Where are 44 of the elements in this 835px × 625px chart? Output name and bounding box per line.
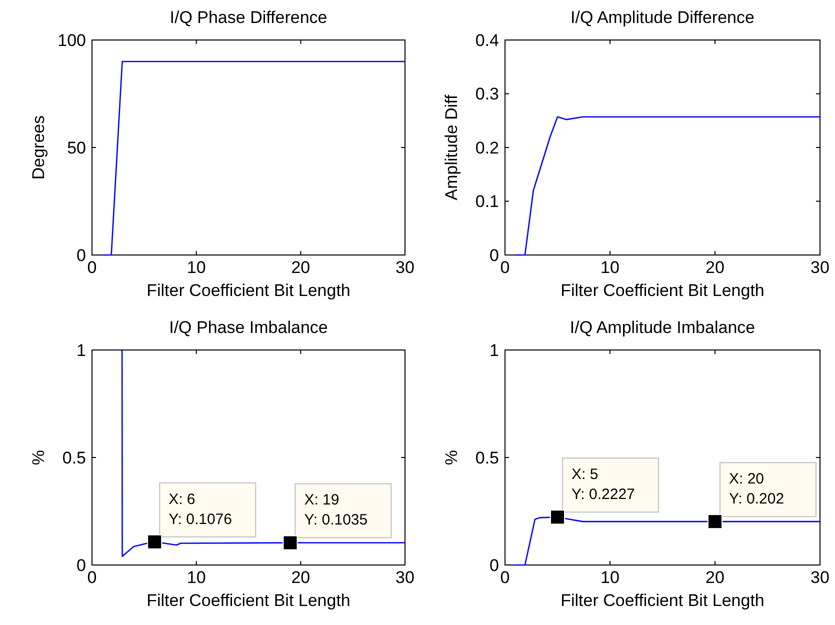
annotation: X: 6 Y: 0.1076 bbox=[168, 490, 232, 528]
chart-title: I/Q Phase Difference bbox=[170, 8, 328, 27]
x-tick-label: 20 bbox=[706, 258, 724, 277]
y-axis-title: Amplitude Diff bbox=[442, 94, 461, 200]
x-tick-label: 10 bbox=[600, 568, 620, 587]
annotation: X: 5 Y: 0.2227 bbox=[572, 466, 635, 504]
x-tick-label: 20 bbox=[291, 568, 310, 587]
y-tick-label: 50 bbox=[67, 138, 86, 158]
chart-title: I/Q Amplitude Imbalance bbox=[570, 318, 756, 337]
y-tick-label: 0.3 bbox=[475, 84, 499, 104]
y-axis-title: % bbox=[442, 450, 461, 466]
y-tick-label: 0 bbox=[490, 246, 499, 265]
x-tick-label: 10 bbox=[186, 258, 206, 277]
y-axis-title: Degrees bbox=[29, 115, 48, 180]
x-axis-title: Filter Coefficient Bit Length bbox=[560, 591, 764, 610]
x-tick-label: 30 bbox=[810, 258, 830, 277]
x-tick-label: 10 bbox=[186, 568, 206, 587]
x-axis-title: Filter Coefficient Bit Length bbox=[560, 281, 764, 300]
y-tick-label: 1 bbox=[76, 340, 86, 360]
x-tick-label: 30 bbox=[810, 568, 830, 587]
y-tick-label: 0 bbox=[490, 556, 499, 575]
y-tick-label: 0 bbox=[76, 556, 86, 575]
x-tick-label: 20 bbox=[291, 258, 310, 277]
line-series bbox=[121, 349, 405, 558]
x-tick-label: 20 bbox=[706, 568, 724, 587]
x-tick-label: 30 bbox=[396, 258, 414, 277]
line-series bbox=[514, 116, 820, 256]
x-tick-label: 10 bbox=[600, 258, 620, 277]
y-tick-label: 0.1 bbox=[475, 192, 499, 212]
y-tick-label: 0.4 bbox=[475, 30, 499, 50]
y-tick-label: 0 bbox=[76, 246, 86, 265]
annotation: X: 19 Y: 0.1035 bbox=[304, 492, 368, 529]
x-tick-label: 30 bbox=[396, 568, 414, 587]
y-tick-label: 100 bbox=[58, 30, 86, 50]
annotation: X: 20 Y: 0.202 bbox=[729, 470, 784, 508]
y-tick-label: 0.5 bbox=[475, 448, 499, 468]
x-axis-title: Filter Coefficient Bit Length bbox=[146, 281, 350, 300]
x-axis-title: Filter Coefficient Bit Length bbox=[146, 591, 350, 610]
y-tick-label: 1 bbox=[490, 340, 499, 360]
y-tick-label: 0.2 bbox=[475, 138, 499, 158]
y-axis-title: % bbox=[29, 450, 48, 466]
y-tick-label: 0.5 bbox=[62, 448, 86, 468]
chart-title: I/Q Phase Imbalance bbox=[169, 318, 328, 337]
chart-title: I/Q Amplitude Difference bbox=[570, 8, 754, 27]
